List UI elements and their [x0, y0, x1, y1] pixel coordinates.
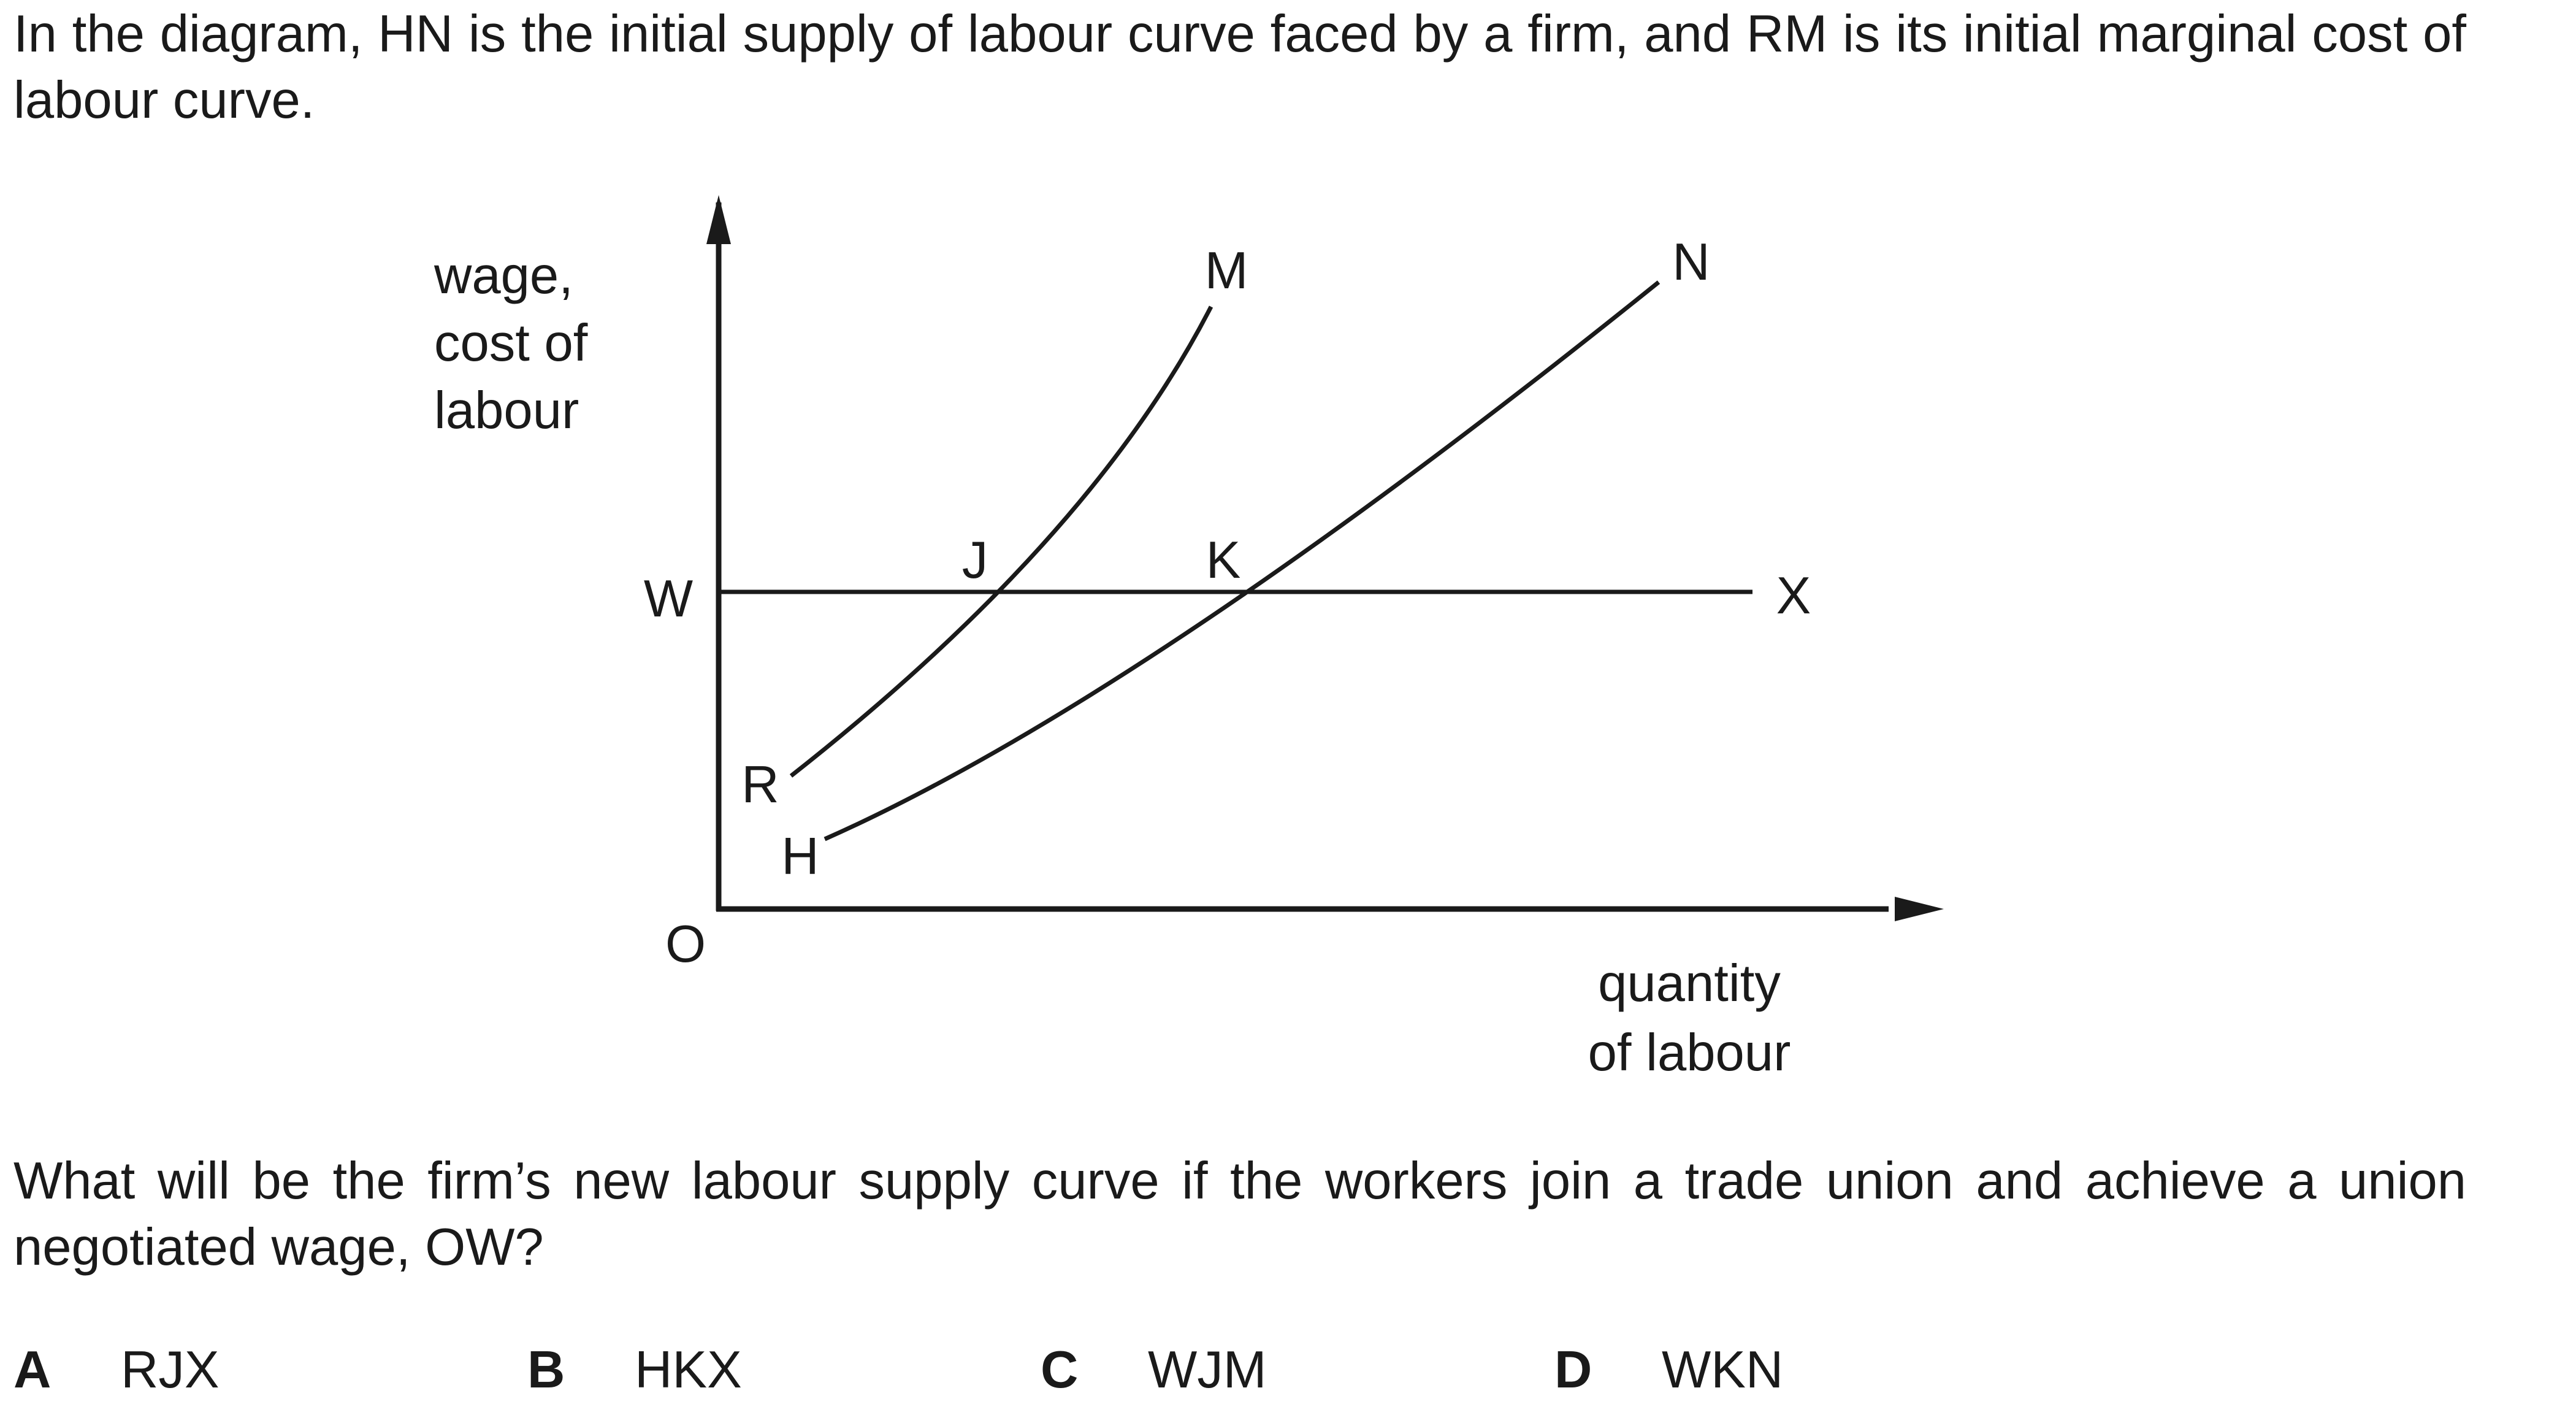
option-b-letter: B — [527, 1341, 565, 1399]
wage-label-W: W — [644, 570, 693, 628]
option-d-letter: D — [1554, 1341, 1592, 1399]
marginal-cost-curve-RM — [789, 305, 1213, 778]
point-label-J: J — [962, 531, 988, 589]
origin-label: O — [665, 915, 706, 973]
option-b-text: HKX — [635, 1341, 742, 1399]
y-axis-arrowhead — [706, 195, 731, 244]
point-label-K: K — [1206, 531, 1241, 589]
question-intro: In the diagram, HN is the initial supply… — [13, 5, 2466, 129]
y-axis-label-line-1: wage, — [434, 247, 573, 305]
x-axis-arrowhead — [1895, 897, 1944, 921]
option-a-text: RJX — [121, 1341, 220, 1399]
point-label-R: R — [741, 756, 779, 814]
y-axis-label-line-2: cost of — [434, 314, 588, 372]
option-c[interactable]: C WJM — [1041, 1337, 1267, 1403]
point-label-M: M — [1205, 242, 1248, 300]
supply-curve-HN — [824, 280, 1661, 842]
option-b[interactable]: B HKX — [527, 1337, 742, 1403]
point-label-N: N — [1672, 233, 1710, 291]
option-d[interactable]: D WKN — [1554, 1337, 1783, 1403]
x-axis-label-line-2: of labour — [1588, 1024, 1791, 1082]
option-a-letter: A — [13, 1341, 52, 1399]
option-a[interactable]: A RJX — [13, 1337, 220, 1403]
x-axis-label-line-1: quantity — [1598, 954, 1781, 1013]
option-c-letter: C — [1041, 1341, 1079, 1399]
option-c-text: WJM — [1148, 1341, 1267, 1399]
point-label-X: X — [1776, 567, 1811, 625]
option-d-text: WKN — [1662, 1341, 1784, 1399]
point-label-H: H — [781, 827, 819, 886]
y-axis-label-line-3: labour — [434, 382, 579, 440]
question-stem: What will be the firm’s new labour suppl… — [13, 1152, 2466, 1276]
